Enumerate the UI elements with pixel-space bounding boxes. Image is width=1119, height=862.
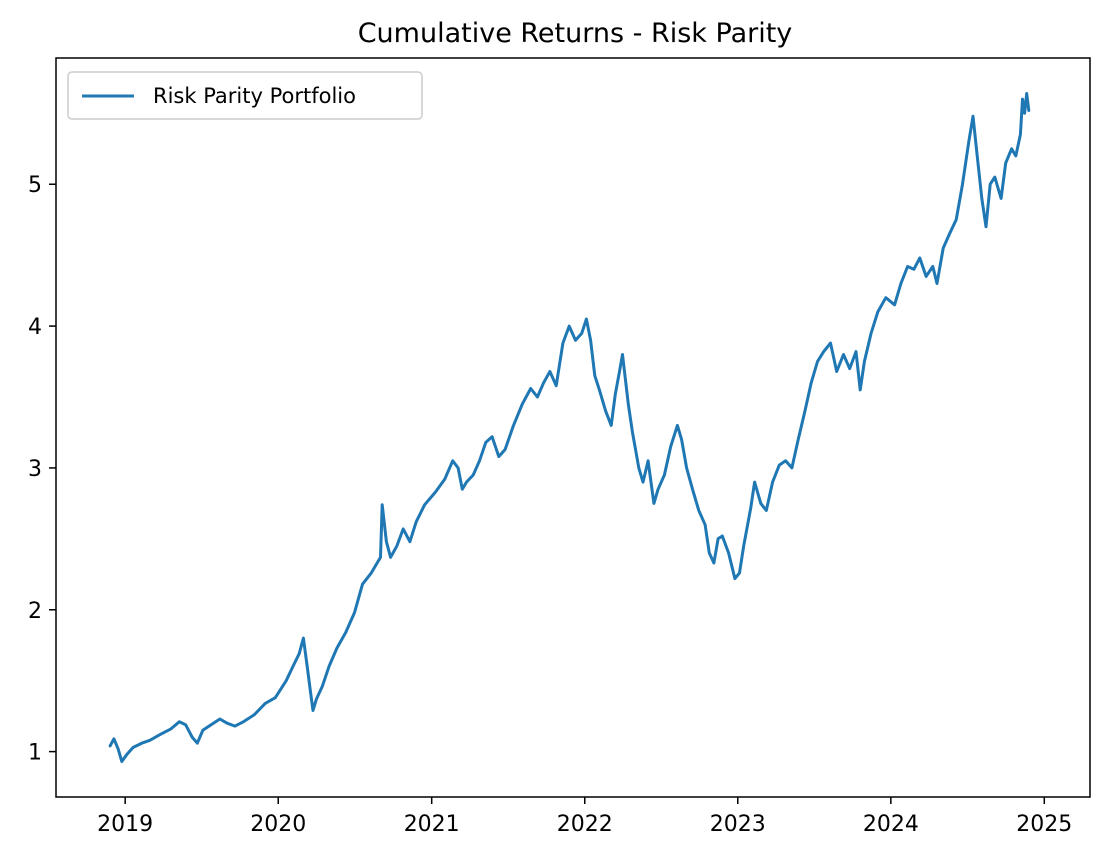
y-tick-label: 3 (28, 457, 42, 482)
x-tick-label: 2022 (557, 812, 613, 837)
legend-label: Risk Parity Portfolio (153, 84, 356, 108)
series-line-0 (108, 92, 1031, 763)
y-tick-label: 2 (28, 599, 42, 624)
legend-box (67, 71, 423, 120)
x-tick-label: 2020 (250, 812, 306, 837)
x-tick-label: 2021 (404, 812, 460, 837)
y-tick-label: 4 (28, 315, 42, 340)
legend: Risk Parity Portfolio (67, 71, 423, 120)
y-tick-label: 1 (28, 741, 42, 766)
x-tick-label: 2023 (710, 812, 766, 837)
x-tick-label: 2025 (1016, 812, 1072, 837)
plot-area (108, 92, 1031, 763)
axes: 2019 2020 2021 2022 2023 2024 2025 1 2 3 4 5 (28, 57, 1091, 837)
axes-frame (55, 57, 1091, 798)
x-tick-label: 2024 (863, 812, 919, 837)
chart-title: Cumulative Returns - Risk Parity (358, 18, 793, 49)
x-tick-label: 2019 (97, 812, 153, 837)
y-tick-label: 5 (28, 173, 42, 198)
